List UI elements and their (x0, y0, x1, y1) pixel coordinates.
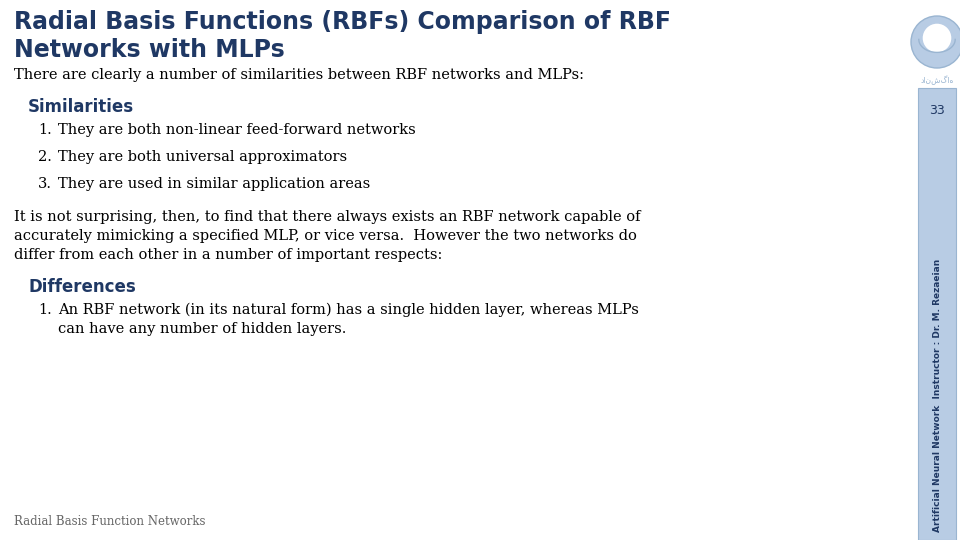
Text: Artificial Neural Network  Instructor : Dr. M. Rezaeian: Artificial Neural Network Instructor : D… (932, 259, 942, 532)
Text: can have any number of hidden layers.: can have any number of hidden layers. (58, 322, 347, 336)
Text: differ from each other in a number of important respects:: differ from each other in a number of im… (14, 248, 443, 262)
Text: 33: 33 (929, 104, 945, 117)
Circle shape (911, 16, 960, 68)
Text: 2.: 2. (38, 150, 52, 164)
Text: Radial Basis Function Networks: Radial Basis Function Networks (14, 515, 205, 528)
Text: An RBF network (in its natural form) has a single hidden layer, whereas MLPs: An RBF network (in its natural form) has… (58, 303, 638, 318)
Text: They are used in similar application areas: They are used in similar application are… (58, 177, 371, 191)
Text: They are both universal approximators: They are both universal approximators (58, 150, 348, 164)
Text: Similarities: Similarities (28, 98, 134, 116)
Text: Differences: Differences (28, 278, 135, 296)
Text: 1.: 1. (38, 123, 52, 137)
Text: There are clearly a number of similarities between RBF networks and MLPs:: There are clearly a number of similariti… (14, 68, 584, 82)
Text: 3.: 3. (38, 177, 52, 191)
Circle shape (923, 24, 951, 52)
Text: Networks with MLPs: Networks with MLPs (14, 38, 285, 62)
Text: 1.: 1. (38, 303, 52, 317)
Text: accurately mimicking a specified MLP, or vice versa.  However the two networks d: accurately mimicking a specified MLP, or… (14, 229, 636, 243)
Text: دانشگاه: دانشگاه (921, 76, 953, 85)
Text: It is not surprising, then, to find that there always exists an RBF network capa: It is not surprising, then, to find that… (14, 210, 640, 224)
Text: Radial Basis Functions (RBFs) Comparison of RBF: Radial Basis Functions (RBFs) Comparison… (14, 10, 671, 34)
Bar (918, 88, 956, 540)
Text: They are both non-linear feed-forward networks: They are both non-linear feed-forward ne… (58, 123, 416, 137)
